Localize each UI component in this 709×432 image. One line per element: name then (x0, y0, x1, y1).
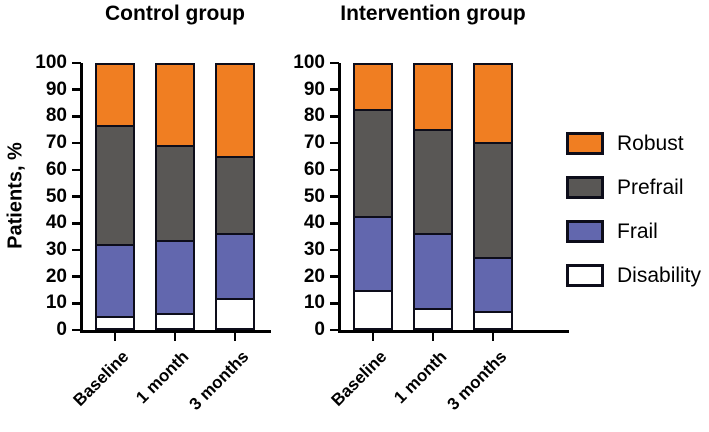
segment-disability (97, 315, 133, 328)
y-axis-tick (72, 221, 81, 225)
x-axis-tick (233, 333, 237, 341)
segment-robust (415, 65, 451, 130)
y-axis-tick (330, 141, 339, 145)
segment-disability (355, 290, 391, 328)
y-axis-tick-label: 10 (45, 292, 67, 314)
legend-label: Disability (617, 264, 702, 287)
segment-prefrail (355, 108, 391, 217)
y-axis-tick-label: 90 (303, 78, 325, 100)
y-axis-tick-label: 100 (35, 52, 67, 73)
legend-swatch-icon (566, 220, 604, 243)
y-axis-tick (330, 302, 339, 305)
y-axis-tick-label: 0 (56, 319, 67, 340)
stacked-bar-1-month (413, 63, 453, 330)
stacked-bar-1-month (155, 63, 195, 330)
y-axis-tick (72, 302, 81, 305)
y-axis-tick (330, 221, 339, 225)
y-axis-tick-label: 70 (45, 132, 67, 154)
segment-robust (97, 65, 133, 126)
segment-robust (355, 65, 391, 109)
legend-item-robust: Robust (566, 131, 701, 156)
segment-frail (415, 232, 451, 309)
legend-item-disability: Disability (566, 263, 701, 288)
y-axis-tick-label: 40 (45, 212, 67, 234)
control-panel-title: Control group (105, 2, 245, 25)
control-plot-area: 0 10 20 30 40 50 60 70 80 90 100 Baseline 1 month 3 m… (35, 52, 271, 414)
y-axis-tick-label: 60 (45, 158, 67, 180)
segment-frail (355, 216, 391, 291)
y-axis-tick-label: 20 (303, 265, 325, 287)
y-axis-tick (330, 115, 339, 118)
legend-swatch-icon (566, 176, 604, 199)
intervention-plot-area: 0 10 20 30 40 50 60 70 80 90 100 Baseline 1 month 3 m… (293, 52, 569, 414)
intervention-panel-title: Intervention group (340, 2, 526, 25)
segment-frail (475, 257, 511, 311)
segment-prefrail (217, 156, 253, 233)
segment-frail (217, 232, 253, 298)
stacked-bar-3-months (473, 63, 513, 330)
stacked-bar-baseline (95, 63, 135, 330)
x-axis-tick (371, 333, 375, 341)
y-axis-tick-label: 30 (45, 238, 67, 260)
y-axis-tick (330, 168, 339, 172)
x-axis-tick (431, 333, 435, 341)
segment-prefrail (475, 142, 511, 258)
y-axis-tick-label: 0 (314, 319, 325, 340)
y-axis-tick (72, 195, 81, 198)
legend-label: Prefrail (617, 176, 684, 199)
segment-prefrail (97, 125, 133, 245)
y-axis-tick (330, 88, 339, 91)
segment-disability (415, 308, 451, 328)
y-axis-tick-label: 80 (303, 105, 325, 127)
y-axis-tick (72, 328, 81, 332)
segment-frail (97, 244, 133, 316)
y-axis-tick (330, 61, 339, 65)
y-axis-tick-label: 20 (45, 265, 67, 287)
y-axis-tick (330, 248, 339, 252)
segment-robust (217, 65, 253, 157)
legend-swatch-icon (566, 264, 604, 287)
legend-swatch-icon (566, 132, 604, 155)
segment-frail (157, 240, 193, 314)
segment-disability (475, 310, 511, 328)
y-axis-tick-label: 50 (303, 185, 325, 207)
legend: Robust Prefrail Frail Disability (566, 131, 701, 307)
y-axis-tick-label: 40 (303, 212, 325, 234)
y-axis-tick-label: 30 (303, 238, 325, 260)
stacked-bar-baseline (353, 63, 393, 330)
legend-label: Frail (617, 220, 658, 243)
stacked-bar-figure: Patients, % Control group Intervention g… (4, 2, 702, 414)
legend-label: Robust (617, 132, 684, 155)
x-axis-tick (113, 333, 117, 341)
segment-robust (475, 65, 511, 143)
y-axis-tick-label: 100 (293, 52, 325, 73)
y-axis-tick (330, 275, 339, 278)
y-axis-tick (330, 328, 339, 332)
segment-prefrail (157, 144, 193, 241)
segment-disability (157, 313, 193, 328)
y-axis-tick (72, 88, 81, 91)
y-axis-tick-label: 70 (303, 132, 325, 154)
x-axis-tick (491, 333, 495, 341)
y-axis-tick-label: 10 (303, 292, 325, 314)
x-axis-tick (173, 333, 177, 341)
y-axis-tick (72, 248, 81, 252)
y-axis-tick (72, 61, 81, 65)
segment-robust (157, 65, 193, 145)
y-axis-tick (72, 141, 81, 145)
y-axis-tick (72, 168, 81, 172)
y-axis-tick-label: 80 (45, 105, 67, 127)
legend-item-frail: Frail (566, 219, 701, 244)
y-axis-tick-label: 60 (303, 158, 325, 180)
y-axis-tick (72, 115, 81, 118)
y-axis-tick-label: 90 (45, 78, 67, 100)
segment-disability (217, 297, 253, 328)
stacked-bar-3-months (215, 63, 255, 330)
legend-item-prefrail: Prefrail (566, 175, 701, 200)
y-axis-tick (330, 195, 339, 198)
segment-prefrail (415, 129, 451, 233)
y-axis-tick (72, 275, 81, 278)
y-axis-tick-label: 50 (45, 185, 67, 207)
